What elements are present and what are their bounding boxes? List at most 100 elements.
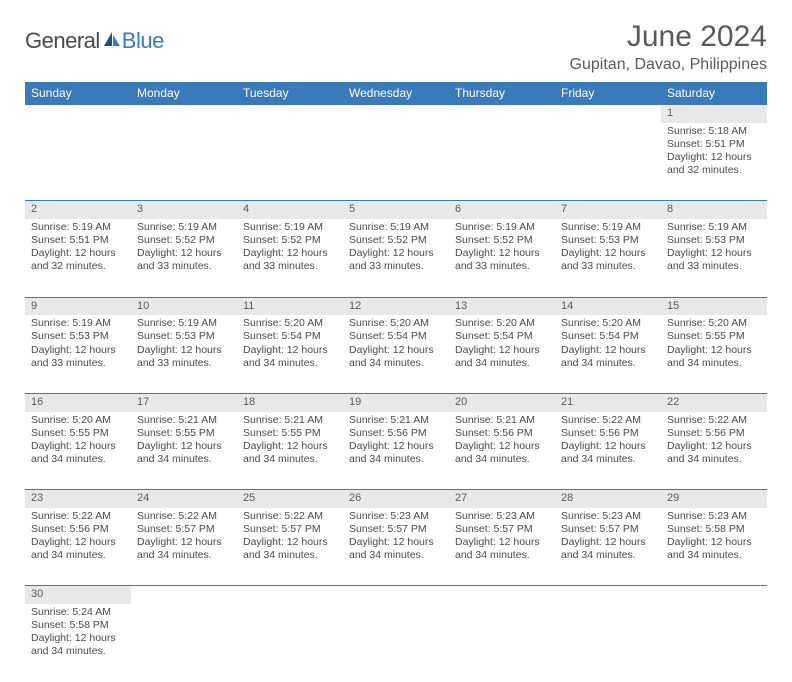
daylight-text: and 34 minutes. [667,549,761,562]
day-number-cell [237,586,343,604]
daylight-text: and 34 minutes. [243,453,337,466]
daylight-text: Daylight: 12 hours [137,536,231,549]
sunrise-text: Sunrise: 5:19 AM [31,317,125,330]
day-detail-row: Sunrise: 5:24 AMSunset: 5:58 PMDaylight:… [25,604,767,682]
daylight-text: Daylight: 12 hours [31,344,125,357]
day-number-row: 9101112131415 [25,297,767,315]
sunset-text: Sunset: 5:52 PM [137,234,231,247]
calendar-table: Sunday Monday Tuesday Wednesday Thursday… [25,82,767,682]
day-detail-cell: Sunrise: 5:19 AMSunset: 5:53 PMDaylight:… [131,315,237,393]
daylight-text: Daylight: 12 hours [667,440,761,453]
daylight-text: Daylight: 12 hours [243,247,337,260]
day-number-cell [555,105,661,123]
month-title: June 2024 [570,20,767,54]
day-header-row: Sunday Monday Tuesday Wednesday Thursday… [25,82,767,105]
day-number-cell: 22 [661,393,767,411]
day-number-cell [343,105,449,123]
day-detail-cell: Sunrise: 5:20 AMSunset: 5:55 PMDaylight:… [661,315,767,393]
logo: General Blue [25,28,164,54]
day-number-cell: 15 [661,297,767,315]
sunset-text: Sunset: 5:53 PM [137,330,231,343]
daylight-text: Daylight: 12 hours [31,536,125,549]
day-header: Saturday [661,82,767,105]
day-detail-cell: Sunrise: 5:19 AMSunset: 5:52 PMDaylight:… [343,219,449,297]
day-detail-row: Sunrise: 5:19 AMSunset: 5:53 PMDaylight:… [25,315,767,393]
day-detail-cell: Sunrise: 5:19 AMSunset: 5:51 PMDaylight:… [25,219,131,297]
daylight-text: Daylight: 12 hours [31,440,125,453]
day-detail-cell: Sunrise: 5:19 AMSunset: 5:52 PMDaylight:… [237,219,343,297]
sunrise-text: Sunrise: 5:20 AM [561,317,655,330]
day-header: Sunday [25,82,131,105]
daylight-text: and 33 minutes. [137,357,231,370]
sunset-text: Sunset: 5:53 PM [667,234,761,247]
day-detail-cell [25,123,131,201]
day-detail-cell [449,604,555,682]
daylight-text: and 34 minutes. [667,453,761,466]
daylight-text: and 34 minutes. [137,453,231,466]
sunset-text: Sunset: 5:51 PM [31,234,125,247]
sunrise-text: Sunrise: 5:20 AM [667,317,761,330]
day-detail-cell [555,604,661,682]
daylight-text: and 34 minutes. [243,357,337,370]
day-detail-cell: Sunrise: 5:23 AMSunset: 5:57 PMDaylight:… [449,508,555,586]
day-detail-cell: Sunrise: 5:21 AMSunset: 5:56 PMDaylight:… [449,412,555,490]
daylight-text: Daylight: 12 hours [137,344,231,357]
sunset-text: Sunset: 5:54 PM [455,330,549,343]
day-number-cell [237,105,343,123]
daylight-text: and 33 minutes. [561,260,655,273]
day-number-cell: 30 [25,586,131,604]
day-number-cell: 6 [449,201,555,219]
sunset-text: Sunset: 5:52 PM [455,234,549,247]
daylight-text: Daylight: 12 hours [455,344,549,357]
daylight-text: and 34 minutes. [561,453,655,466]
day-number-cell: 29 [661,490,767,508]
day-detail-cell [449,123,555,201]
sunrise-text: Sunrise: 5:19 AM [561,221,655,234]
sunrise-text: Sunrise: 5:23 AM [561,510,655,523]
daylight-text: and 34 minutes. [31,645,125,658]
sunset-text: Sunset: 5:56 PM [561,427,655,440]
sunset-text: Sunset: 5:58 PM [667,523,761,536]
day-number-cell: 8 [661,201,767,219]
day-detail-cell: Sunrise: 5:22 AMSunset: 5:56 PMDaylight:… [25,508,131,586]
sunrise-text: Sunrise: 5:19 AM [137,221,231,234]
day-header: Wednesday [343,82,449,105]
day-detail-cell [237,604,343,682]
sunrise-text: Sunrise: 5:20 AM [31,414,125,427]
daylight-text: and 34 minutes. [455,453,549,466]
logo-sail-icon [102,30,122,53]
sunrise-text: Sunrise: 5:19 AM [349,221,443,234]
day-number-cell: 12 [343,297,449,315]
logo-text-blue: Blue [122,28,164,54]
sunset-text: Sunset: 5:56 PM [31,523,125,536]
sunrise-text: Sunrise: 5:18 AM [667,125,761,138]
sunrise-text: Sunrise: 5:20 AM [349,317,443,330]
sunset-text: Sunset: 5:55 PM [137,427,231,440]
day-detail-cell: Sunrise: 5:18 AMSunset: 5:51 PMDaylight:… [661,123,767,201]
daylight-text: and 33 minutes. [455,260,549,273]
daylight-text: Daylight: 12 hours [455,247,549,260]
sunrise-text: Sunrise: 5:22 AM [561,414,655,427]
day-number-cell [555,586,661,604]
sunrise-text: Sunrise: 5:21 AM [137,414,231,427]
day-detail-cell: Sunrise: 5:23 AMSunset: 5:57 PMDaylight:… [343,508,449,586]
day-detail-cell: Sunrise: 5:24 AMSunset: 5:58 PMDaylight:… [25,604,131,682]
sunset-text: Sunset: 5:55 PM [31,427,125,440]
daylight-text: and 34 minutes. [31,549,125,562]
day-number-cell: 24 [131,490,237,508]
sunset-text: Sunset: 5:52 PM [243,234,337,247]
day-header: Thursday [449,82,555,105]
day-detail-row: Sunrise: 5:22 AMSunset: 5:56 PMDaylight:… [25,508,767,586]
day-number-cell: 21 [555,393,661,411]
daylight-text: Daylight: 12 hours [243,440,337,453]
day-detail-cell: Sunrise: 5:21 AMSunset: 5:55 PMDaylight:… [237,412,343,490]
sunset-text: Sunset: 5:58 PM [31,619,125,632]
daylight-text: Daylight: 12 hours [455,440,549,453]
daylight-text: and 34 minutes. [561,357,655,370]
day-detail-cell: Sunrise: 5:19 AMSunset: 5:53 PMDaylight:… [555,219,661,297]
daylight-text: and 34 minutes. [349,357,443,370]
day-detail-row: Sunrise: 5:18 AMSunset: 5:51 PMDaylight:… [25,123,767,201]
day-number-cell: 9 [25,297,131,315]
day-number-cell [449,105,555,123]
sunset-text: Sunset: 5:57 PM [455,523,549,536]
